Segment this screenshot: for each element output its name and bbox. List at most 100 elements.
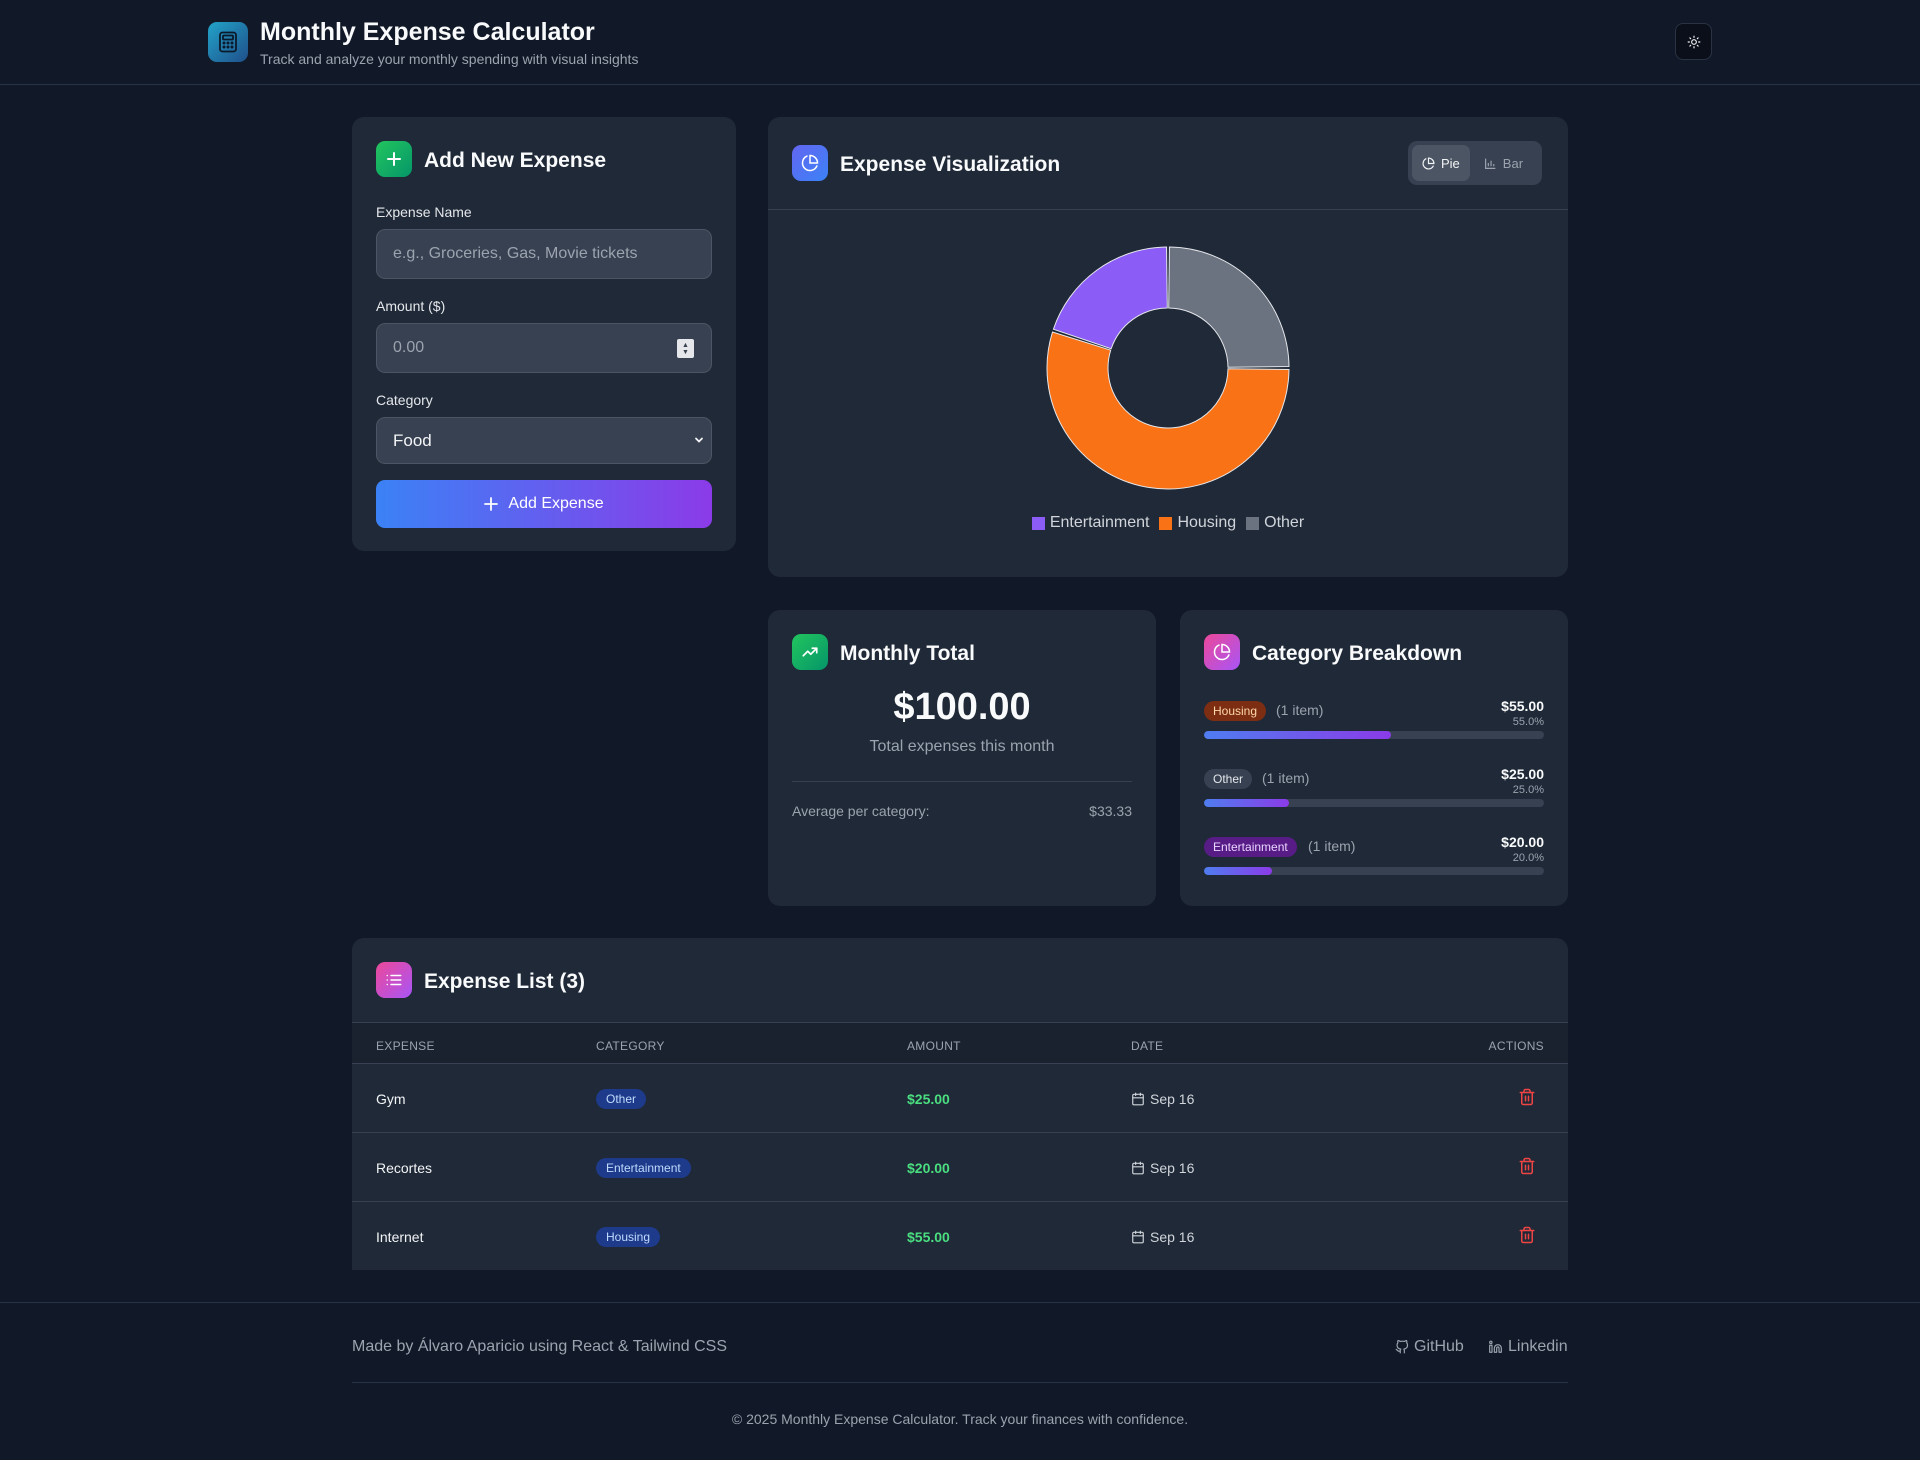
pie-chart-icon: [1204, 634, 1240, 670]
column-header-actions: ACTIONS: [1488, 1039, 1544, 1053]
date-text: Sep 16: [1150, 1229, 1195, 1245]
donut-slice-housing[interactable]: [1046, 331, 1290, 490]
legend-swatch: [1031, 516, 1045, 530]
pie-toggle-button[interactable]: Pie: [1412, 145, 1470, 181]
chart-type-toggle: Pie Bar: [1408, 141, 1542, 185]
progress-fill: [1204, 867, 1272, 875]
monthly-total-title: Monthly Total: [840, 642, 975, 665]
add-expense-button[interactable]: Add Expense: [376, 480, 712, 528]
expense-name-label: Expense Name: [376, 204, 472, 220]
donut-slice-entertainment[interactable]: [1052, 246, 1168, 350]
list-icon: [376, 962, 412, 998]
visualization-title: Expense Visualization: [840, 153, 1061, 176]
linkedin-icon: [1489, 1340, 1502, 1353]
visualization-card: Expense Visualization Pie Bar Entertainm…: [768, 117, 1568, 577]
date-cell: Sep 16: [1131, 1091, 1194, 1107]
legend-swatch: [1159, 516, 1173, 530]
progress-fill: [1204, 731, 1391, 739]
add-expense-title: Add New Expense: [424, 149, 607, 172]
column-header-amount: AMOUNT: [907, 1039, 961, 1053]
footer-divider: [352, 1382, 1568, 1383]
add-expense-card: Add New Expense Expense Name Amount ($) …: [352, 117, 736, 551]
app-header: Monthly Expense Calculator Track and ana…: [0, 0, 1920, 85]
chevron-down-icon: [695, 437, 703, 443]
total-divider: [792, 781, 1132, 782]
date-cell: Sep 16: [1131, 1229, 1194, 1245]
category-badge: Housing: [1204, 701, 1267, 721]
plus-icon: [484, 497, 499, 511]
category-amount: $20.00: [1501, 834, 1544, 850]
calendar-icon: [1132, 1161, 1144, 1175]
expense-name-cell: Internet: [376, 1229, 424, 1245]
item-count: (1 item): [1308, 838, 1356, 854]
legend-item: Other: [1246, 514, 1304, 532]
delete-button[interactable]: [1518, 1156, 1540, 1178]
pie-chart-icon: [792, 145, 828, 181]
legend-label: Entertainment: [1049, 514, 1150, 531]
column-header-date: DATE: [1131, 1039, 1164, 1053]
legend-label: Housing: [1177, 514, 1237, 531]
github-link[interactable]: GitHub: [1395, 1338, 1464, 1356]
category-badge: Entertainment: [1204, 837, 1297, 857]
expense-name-cell: Recortes: [376, 1160, 433, 1176]
bar-toggle-button[interactable]: Bar: [1474, 145, 1533, 181]
category-percent: 20.0%: [1512, 852, 1544, 864]
legend-label: Other: [1264, 514, 1305, 531]
breakdown-row: Entertainment (1 item) $20.00 20.0%: [1204, 834, 1544, 894]
bar-chart-icon: [1484, 158, 1496, 169]
footer-border: [0, 1302, 1920, 1303]
category-label: Category: [376, 392, 433, 408]
chart-legend: Entertainment Housing Other: [768, 514, 1568, 532]
app-title: Monthly Expense Calculator: [260, 18, 595, 46]
item-count: (1 item): [1262, 770, 1310, 786]
category-pill: Other: [596, 1089, 647, 1109]
category-select[interactable]: Food: [376, 417, 712, 464]
legend-item: Entertainment: [1031, 514, 1150, 532]
delete-button[interactable]: [1518, 1225, 1540, 1247]
amount-input[interactable]: [376, 323, 712, 373]
date-text: Sep 16: [1150, 1160, 1195, 1176]
progress-track: [1204, 867, 1544, 875]
category-percent: 25.0%: [1512, 784, 1544, 796]
amount-field-wrap: ▲▼: [352, 323, 736, 373]
legend-swatch: [1246, 516, 1260, 530]
monthly-total-card: Monthly Total $100.00 Total expenses thi…: [768, 610, 1156, 906]
amount-cell: $20.00: [907, 1160, 950, 1176]
expense-list-divider: [352, 1022, 1568, 1023]
donut-chart: [1046, 246, 1290, 490]
table-row: Gym Other $25.00 Sep 16: [352, 1063, 1568, 1132]
bar-toggle-label: Bar: [1502, 155, 1524, 171]
category-selected-value: Food: [393, 430, 432, 450]
calculator-icon: [208, 22, 248, 62]
average-value: $33.33: [1089, 803, 1132, 819]
add-expense-button-label: Add Expense: [508, 495, 604, 512]
made-by-text: Made by Álvaro Aparicio using React & Ta…: [352, 1338, 727, 1355]
expense-list-title: Expense List (3): [424, 970, 586, 993]
linkedin-link[interactable]: Linkedin: [1488, 1338, 1568, 1356]
item-count: (1 item): [1276, 702, 1324, 718]
legend-item: Housing: [1159, 514, 1236, 532]
theme-toggle-button[interactable]: [1675, 23, 1712, 60]
date-text: Sep 16: [1150, 1091, 1195, 1107]
expense-list-card: Expense List (3) EXPENSE CATEGORY AMOUNT…: [352, 938, 1568, 1270]
trash-icon: [1519, 1157, 1535, 1175]
copyright-text: © 2025 Monthly Expense Calculator. Track…: [731, 1411, 1189, 1427]
app-subtitle: Track and analyze your monthly spending …: [260, 51, 639, 67]
amount-cell: $55.00: [907, 1229, 950, 1245]
donut-slice-other[interactable]: [1168, 246, 1290, 368]
progress-track: [1204, 731, 1544, 739]
total-amount: $100.00: [893, 686, 1031, 728]
trending-up-icon: [792, 634, 828, 670]
amount-stepper[interactable]: ▲ ▼: [677, 339, 694, 358]
breakdown-row: Other (1 item) $25.00 25.0%: [1204, 766, 1544, 826]
github-label: GitHub: [1414, 1338, 1464, 1355]
table-header: EXPENSE CATEGORY AMOUNT DATE ACTIONS: [352, 1023, 1568, 1063]
column-header-expense: EXPENSE: [376, 1039, 435, 1053]
delete-button[interactable]: [1518, 1087, 1540, 1109]
expense-name-input[interactable]: [376, 229, 712, 279]
pie-chart-icon: [1422, 156, 1435, 169]
calendar-icon: [1132, 1230, 1144, 1244]
linkedin-label: Linkedin: [1508, 1338, 1568, 1355]
category-amount: $55.00: [1501, 698, 1544, 714]
category-breakdown-card: Category Breakdown Housing (1 item) $55.00…: [1180, 610, 1568, 906]
